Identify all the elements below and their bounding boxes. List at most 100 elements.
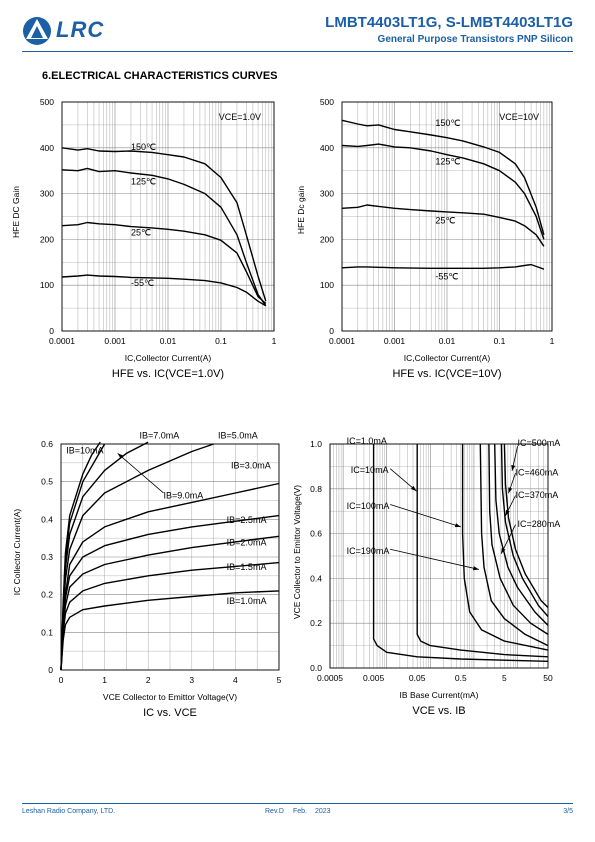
series-label: IB=3.0mA (231, 460, 271, 470)
y-tick-label: 0 (329, 326, 334, 336)
series-line (500, 443, 549, 617)
series-label: 25℃ (435, 215, 455, 225)
series-line (61, 147, 267, 302)
x-tick-label: 0.1 (494, 336, 506, 346)
condition-annotation: VCE=1.0V (219, 112, 261, 122)
series-line (341, 204, 545, 247)
arrow-head (511, 464, 516, 471)
document-title: LMBT4403LT1G, S-LMBT4403LT1G (325, 14, 573, 31)
x-tick-label: 5 (502, 673, 507, 683)
x-tick-label: 0.1 (215, 336, 227, 346)
pointer-arrow (390, 548, 479, 570)
y-tick-label: 0 (48, 665, 53, 675)
series-line (503, 443, 549, 608)
series-line (61, 221, 267, 305)
series-line (494, 443, 549, 626)
series-label: 150℃ (131, 142, 156, 152)
series-label: IC=1.0mA (347, 436, 387, 446)
series-line (60, 441, 101, 671)
series-line (461, 444, 549, 651)
section-title: 6.ELECTRICAL CHARACTERISTICS CURVES (42, 70, 278, 82)
lrc-logo-icon (23, 17, 51, 45)
y-tick-label: 100 (40, 280, 54, 290)
y-tick-label: 400 (40, 143, 54, 153)
y-tick-label: 0.4 (310, 573, 322, 583)
x-tick-label: 0.0005 (317, 673, 343, 683)
footer-divider (22, 803, 573, 804)
arrow-head (501, 547, 506, 554)
y-tick-label: 400 (320, 143, 334, 153)
y-tick-label: 300 (40, 189, 54, 199)
y-tick-label: 0.1 (41, 627, 53, 637)
footer-page-number: 3/5 (563, 808, 573, 815)
x-axis-label: IC,Collector Current(A) (125, 353, 212, 363)
plot-frame (61, 101, 275, 332)
series-line (60, 482, 280, 671)
chart-title: HFE vs. IC(VCE=1.0V) (112, 368, 224, 380)
y-tick-label: 200 (40, 234, 54, 244)
arrow-head (117, 453, 124, 459)
y-tick-label: 1.0 (310, 439, 322, 449)
series-label: IB=2.5mA (227, 515, 267, 525)
arrow-head (472, 566, 479, 571)
y-tick-label: 0.0 (310, 663, 322, 673)
footer-company: Leshan Radio Company, LTD. (22, 808, 116, 815)
footer-year: 2023 (315, 808, 331, 815)
y-tick-label: 200 (320, 234, 334, 244)
arrow-head (508, 487, 513, 494)
series-label: IC=190mA (347, 546, 390, 556)
x-axis-label: VCE Collector to Emittor Voltage(V) (103, 692, 237, 702)
series-line (479, 443, 549, 647)
y-axis-label: HFE Dc gain (296, 186, 306, 234)
y-tick-label: 0.4 (41, 514, 53, 524)
y-axis-label: IC Collector Current(A) (12, 509, 22, 596)
x-tick-label: 4 (233, 675, 238, 685)
plot-frame (341, 101, 553, 332)
footer-revision: Rev.D (265, 808, 284, 815)
series-line (341, 143, 545, 240)
plot-frame (329, 443, 549, 669)
y-tick-label: 0.2 (310, 618, 322, 628)
series-label: 150℃ (435, 118, 460, 128)
chart-title: IC vs. VCE (143, 707, 197, 719)
series-line (341, 263, 545, 270)
document-subtitle: General Purpose Transistors PNP Silicon (377, 34, 573, 45)
y-tick-label: 0.8 (310, 484, 322, 494)
x-tick-label: 1 (272, 336, 277, 346)
series-label: 125℃ (435, 156, 460, 166)
x-axis-label: IC,Collector Current(A) (404, 353, 491, 363)
series-label: IC=460mA (516, 467, 559, 477)
x-tick-label: 0.5 (455, 673, 467, 683)
condition-annotation: VCE=10V (499, 112, 539, 122)
y-tick-label: 500 (40, 97, 54, 107)
arrow-head (454, 523, 461, 528)
y-tick-label: 0.6 (41, 439, 53, 449)
series-line (341, 119, 545, 235)
pointer-arrow (117, 453, 164, 494)
x-tick-label: 0.05 (409, 673, 426, 683)
x-tick-label: 0.001 (104, 336, 126, 346)
y-tick-label: 0.6 (310, 529, 322, 539)
series-line (488, 443, 549, 635)
y-tick-label: 500 (320, 97, 334, 107)
series-line (60, 590, 280, 671)
series-label: 125℃ (131, 176, 156, 186)
plot-frame (60, 443, 280, 671)
series-label: IB=10mA (66, 445, 103, 455)
x-tick-label: 0.005 (363, 673, 385, 683)
series-label: IB=5.0mA (218, 430, 258, 440)
x-tick-label: 1 (102, 675, 107, 685)
pointer-arrow (390, 504, 461, 528)
series-label: -55℃ (131, 278, 154, 288)
logo-text: LRC (56, 17, 105, 42)
series-label: IC=280mA (518, 519, 561, 529)
series-line (61, 167, 267, 307)
arrow-head (505, 509, 510, 516)
pointer-arrow (389, 468, 417, 492)
x-tick-label: 0.01 (160, 336, 177, 346)
x-tick-label: 5 (277, 675, 282, 685)
x-tick-label: 1 (550, 336, 555, 346)
x-axis-label: IB Base Current(mA) (400, 690, 479, 700)
x-tick-label: 0.0001 (329, 336, 355, 346)
series-line (372, 444, 549, 662)
